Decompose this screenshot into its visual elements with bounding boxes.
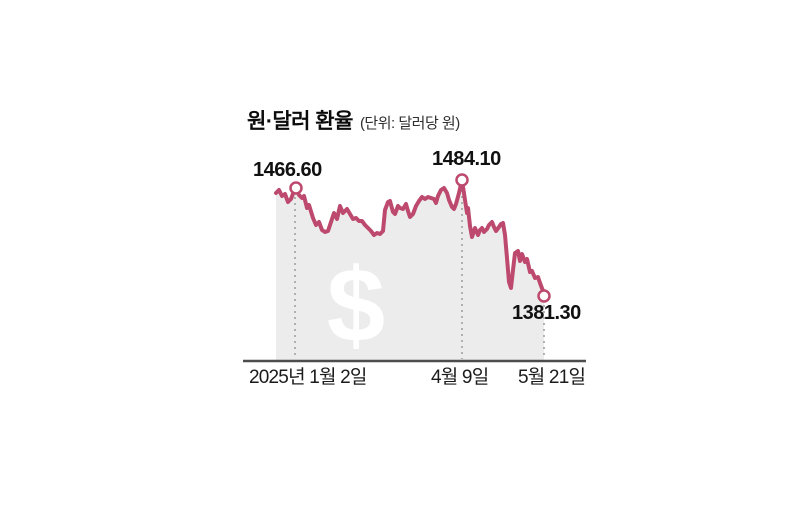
start-value-label: 1466.60 [253, 159, 322, 181]
x-tick-start: 2025년 1월 2일 [249, 367, 367, 388]
x-tick-end: 5월 21일 [518, 367, 586, 388]
chart-unit-label: (단위: 달러당 원) [359, 115, 460, 132]
dollar-watermark: $ [327, 247, 385, 364]
end-value-label: 1381.30 [512, 302, 581, 324]
start-marker [289, 181, 303, 195]
chart-header: 원·달러 환율 (단위: 달러당 원) [247, 105, 460, 135]
end-marker [537, 289, 551, 303]
chart-title: 원·달러 환율 [247, 110, 353, 133]
peak-value-label: 1484.10 [432, 148, 501, 170]
peak-marker [455, 173, 469, 187]
area-fill [276, 180, 544, 360]
x-tick-peak: 4월 9일 [431, 367, 489, 388]
rate-line [274, 178, 546, 298]
